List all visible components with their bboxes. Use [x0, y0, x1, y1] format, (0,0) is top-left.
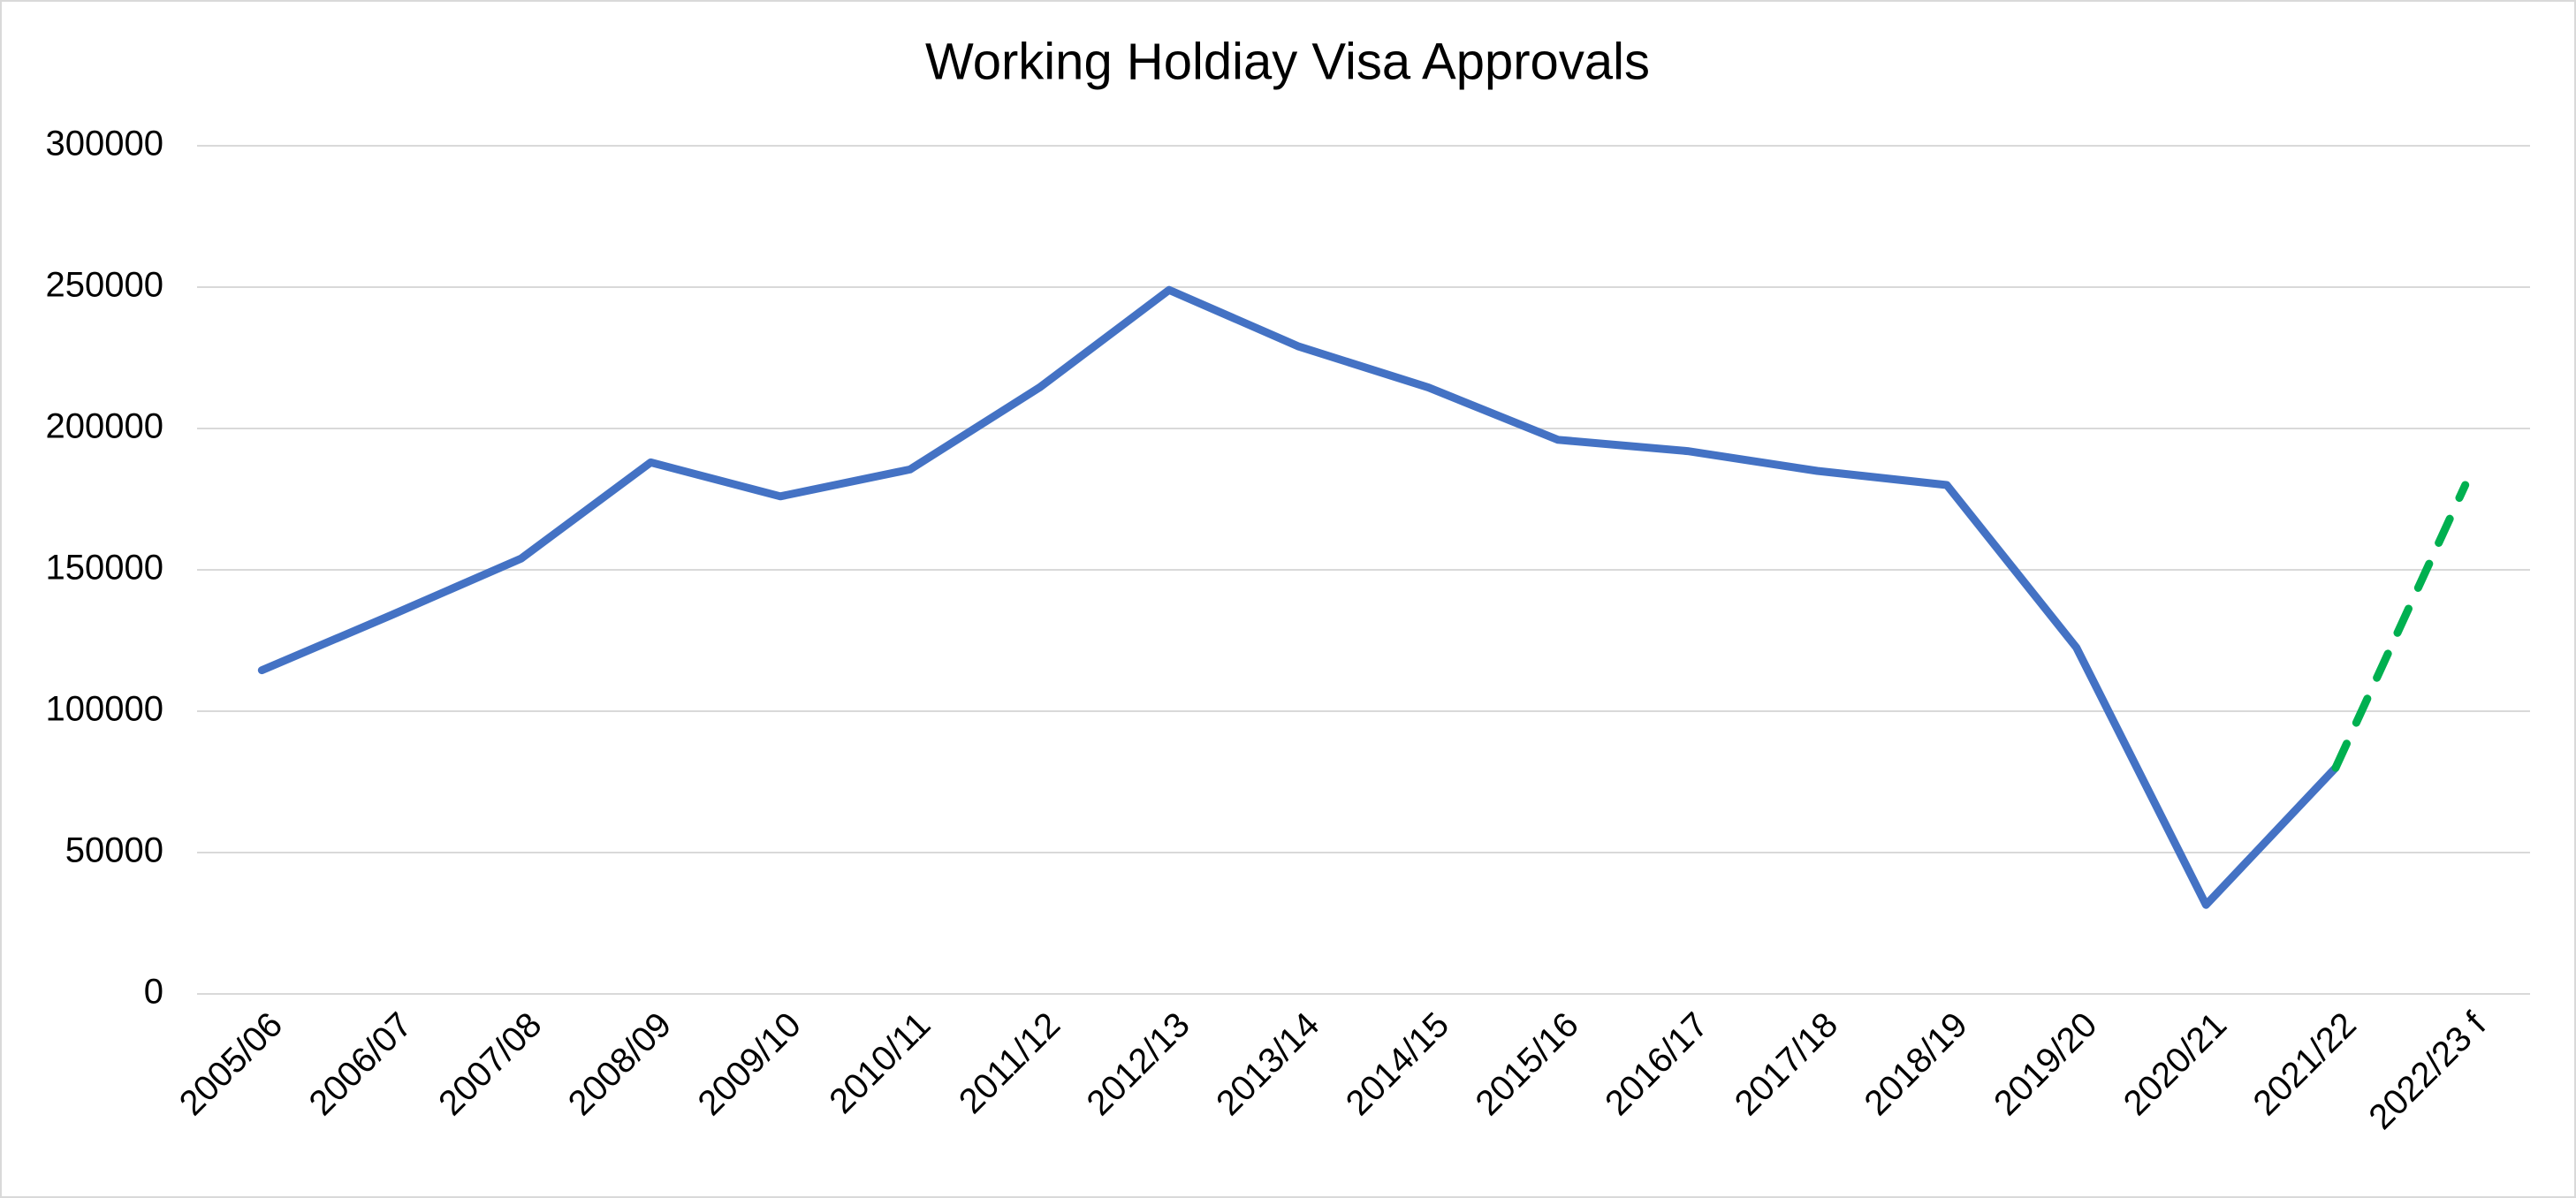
y-tick-label: 250000 [46, 266, 163, 305]
series-line [257, 285, 2340, 909]
y-tick-label: 300000 [46, 125, 163, 163]
y-tick-label: 50000 [65, 831, 163, 870]
y-tick-label: 100000 [46, 690, 163, 729]
series-line [2331, 481, 2470, 772]
y-tick-label: 0 [144, 973, 163, 1012]
chart-title: Working Holdiay Visa Approvals [925, 33, 1650, 90]
y-tick-label: 200000 [46, 407, 163, 446]
y-tick-label: 150000 [46, 549, 163, 588]
